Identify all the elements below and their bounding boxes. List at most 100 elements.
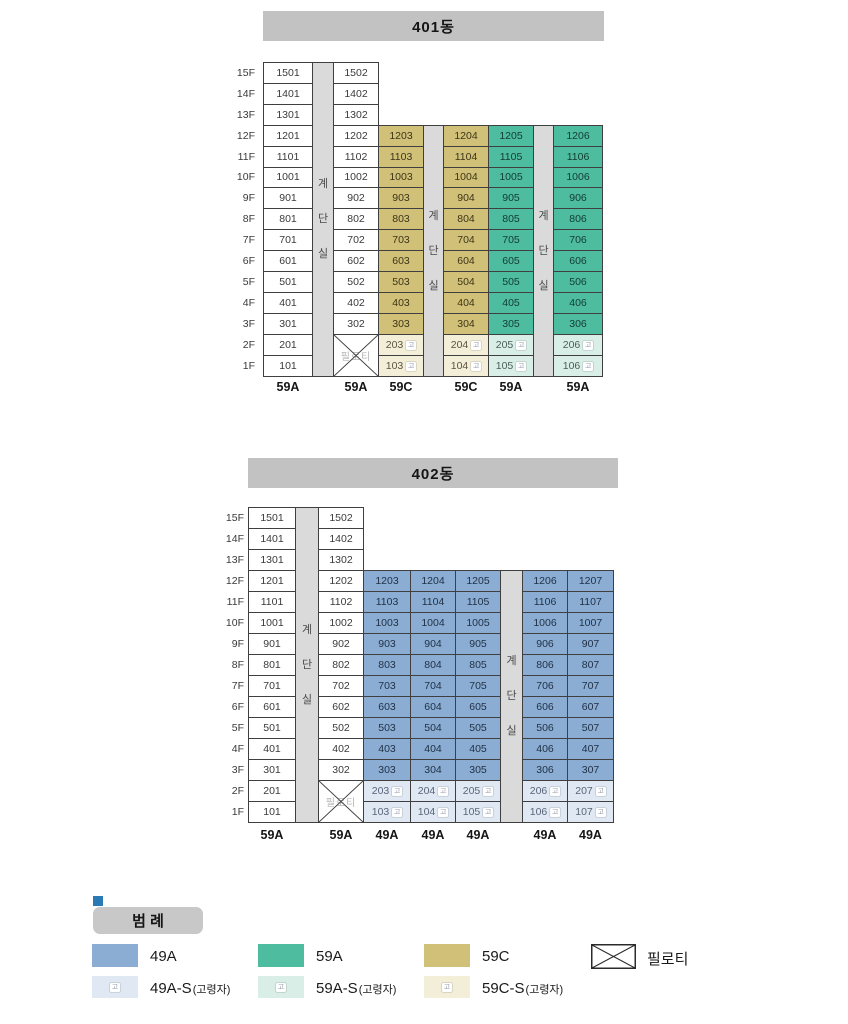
unit-cell: 201 bbox=[263, 334, 313, 356]
unit-cell: 906 bbox=[522, 633, 568, 655]
unit-number: 302 bbox=[332, 763, 350, 776]
unit-cell: 1106 bbox=[522, 591, 568, 613]
column-type-label: 59A bbox=[344, 380, 368, 394]
unit-cell: 1102 bbox=[333, 146, 379, 168]
elderly-badge: 고 bbox=[442, 982, 452, 992]
legend-label-text: 49A bbox=[150, 948, 177, 965]
column-type-label: 59C bbox=[389, 380, 413, 394]
unit-number: 901 bbox=[263, 637, 281, 650]
unit-cell: 804 bbox=[410, 654, 456, 676]
unit-number: 204 bbox=[417, 784, 436, 797]
unit-cell: 302 bbox=[333, 313, 379, 335]
unit-number: 1301 bbox=[260, 553, 284, 566]
unit-number: 1501 bbox=[260, 511, 284, 524]
elderly-badge: 고 bbox=[110, 982, 120, 992]
unit-number: 605 bbox=[469, 700, 487, 713]
unit-number: 802 bbox=[347, 212, 365, 225]
piloti-icon bbox=[591, 944, 636, 974]
floor-label: 8F bbox=[231, 658, 244, 671]
unit-number: 804 bbox=[424, 658, 442, 671]
elderly-badge: 고 bbox=[483, 786, 494, 796]
floor-label: 11F bbox=[226, 595, 244, 608]
unit-number: 1302 bbox=[344, 108, 368, 121]
stairwell-label-char: 실 bbox=[317, 248, 329, 260]
legend-label-text: 59C-S bbox=[482, 980, 525, 997]
unit-cell: 802 bbox=[318, 654, 364, 676]
unit-cell: 506 bbox=[522, 717, 568, 739]
unit-number: 505 bbox=[502, 275, 520, 288]
unit-number: 401 bbox=[263, 742, 281, 755]
unit-number: 206 bbox=[562, 338, 581, 351]
unit-cell: 204 고 bbox=[410, 780, 456, 802]
unit-number: 105 bbox=[495, 359, 514, 372]
unit-cell: 1301 bbox=[248, 549, 296, 571]
unit-cell: 305 bbox=[455, 759, 501, 781]
legend-label-49A-S: 49A-S (고령자) bbox=[150, 976, 230, 1003]
piloti-label: 필로티 bbox=[340, 352, 372, 363]
unit-cell: 305 bbox=[488, 313, 534, 335]
unit-number: 106 bbox=[529, 805, 548, 818]
unit-number: 104 bbox=[417, 805, 436, 818]
unit-cell: 707 bbox=[567, 675, 614, 697]
elderly-badge: 고 bbox=[595, 786, 606, 796]
unit-cell: 307 bbox=[567, 759, 614, 781]
unit-cell: 106 고 bbox=[553, 355, 603, 377]
floor-label: 13F bbox=[225, 553, 244, 566]
legend-label-text: 필로티 bbox=[647, 951, 689, 968]
unit-cell: 603 bbox=[363, 696, 411, 718]
floor-label: 1F bbox=[242, 359, 255, 372]
elderly-badge: 고 bbox=[392, 807, 403, 817]
unit-number: 1202 bbox=[329, 574, 353, 587]
unit-cell: 306 bbox=[553, 313, 603, 335]
unit-number: 405 bbox=[502, 296, 520, 309]
unit-cell: 1301 bbox=[263, 104, 313, 126]
unit-cell: 905 bbox=[488, 187, 534, 209]
column-type-label: 49A bbox=[466, 828, 490, 842]
unit-cell: 904 bbox=[443, 187, 489, 209]
unit-cell: 302 bbox=[318, 759, 364, 781]
unit-cell: 1501 bbox=[248, 507, 296, 529]
legend-label-59C-S: 59C-S (고령자) bbox=[482, 976, 563, 1003]
legend-swatch-49A bbox=[92, 944, 138, 967]
floor-label: 12F bbox=[236, 129, 255, 142]
stairwell-label-char: 실 bbox=[301, 693, 313, 706]
legend-label-text: 59A-S bbox=[316, 980, 358, 997]
elderly-badge: 고 bbox=[392, 786, 403, 796]
unit-number: 905 bbox=[469, 637, 487, 650]
unit-number: 1105 bbox=[499, 150, 523, 163]
stairwell-label-char: 실 bbox=[428, 279, 439, 292]
unit-cell: 401 bbox=[263, 292, 313, 314]
unit-number: 201 bbox=[279, 338, 297, 351]
stairwell-label-char: 계 bbox=[317, 178, 329, 190]
unit-cell: 1001 bbox=[248, 612, 296, 634]
unit-number: 805 bbox=[469, 658, 487, 671]
unit-number: 604 bbox=[457, 254, 475, 267]
stairwell-label-char: 단 bbox=[317, 213, 329, 225]
unit-number: 303 bbox=[378, 763, 396, 776]
unit-number: 904 bbox=[457, 191, 475, 204]
unit-cell: 303 bbox=[378, 313, 424, 335]
unit-number: 106 bbox=[562, 359, 581, 372]
unit-number: 107 bbox=[575, 805, 593, 818]
unit-cell: 602 bbox=[318, 696, 364, 718]
unit-cell: 1202 bbox=[333, 125, 379, 147]
unit-cell: 1501 bbox=[263, 62, 313, 84]
unit-number: 305 bbox=[469, 763, 487, 776]
unit-number: 1302 bbox=[329, 553, 353, 566]
unit-number: 1501 bbox=[276, 66, 300, 79]
unit-number: 605 bbox=[502, 254, 520, 267]
unit-cell: 405 bbox=[488, 292, 534, 314]
unit-number: 1003 bbox=[375, 616, 399, 629]
unit-number: 104 bbox=[450, 359, 469, 372]
unit-cell: 201 bbox=[248, 780, 296, 802]
unit-number: 503 bbox=[392, 275, 410, 288]
unit-number: 903 bbox=[378, 637, 396, 650]
unit-cell: 1401 bbox=[248, 528, 296, 550]
building-402-title: 402동 bbox=[248, 458, 618, 488]
unit-number: 207 bbox=[575, 784, 593, 797]
unit-cell: 402 bbox=[333, 292, 379, 314]
unit-cell: 1104 bbox=[410, 591, 456, 613]
unit-number: 501 bbox=[263, 721, 281, 734]
